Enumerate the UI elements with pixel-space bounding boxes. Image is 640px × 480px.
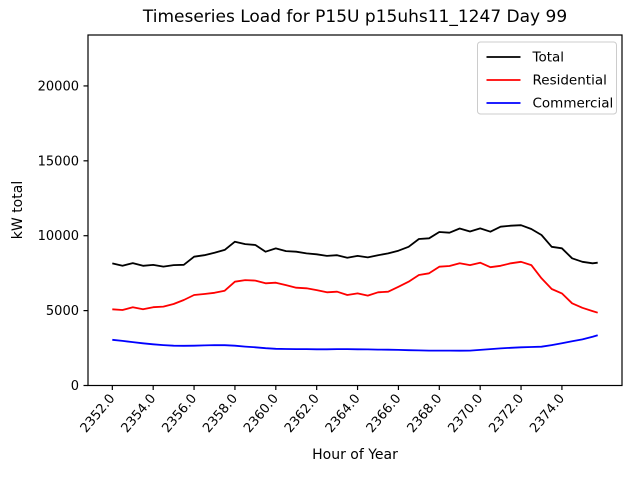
x-tick-label: 2354.0: [119, 391, 160, 435]
legend: Total Residential Commercial: [477, 41, 617, 115]
total-line: [112, 224, 598, 268]
y-axis-ticks: 0 5000 10000 15000 20000: [38, 79, 88, 394]
x-tick-label: 2362.0: [282, 391, 323, 435]
x-tick-label: 2368.0: [405, 391, 446, 435]
x-tick-label: 2364.0: [323, 391, 364, 435]
x-tick-label: 2370.0: [445, 391, 486, 435]
axes-spines: [87, 34, 623, 387]
x-tick-label: 2358.0: [200, 391, 241, 435]
legend-label-commercial: Commercial: [533, 96, 614, 112]
series-lines: [112, 224, 598, 352]
legend-label-total: Total: [532, 50, 565, 66]
y-tick-label: 10000: [38, 229, 79, 244]
x-tick-label: 2374.0: [527, 391, 568, 435]
x-tick-label: 2352.0: [78, 391, 119, 435]
legend-box: [477, 41, 617, 115]
y-tick-label: 15000: [38, 154, 79, 169]
y-tick-label: 5000: [46, 304, 79, 319]
commercial-line: [112, 334, 598, 352]
y-tick-label: 20000: [38, 79, 79, 94]
plot-frame: [87, 34, 623, 387]
x-tick-label: 2360.0: [241, 391, 282, 435]
y-axis-label: kW total: [10, 181, 26, 239]
x-tick-label: 2366.0: [364, 391, 405, 435]
y-tick-label: 0: [71, 379, 79, 394]
legend-label-residential: Residential: [533, 73, 607, 89]
x-axis-ticks: 2352.0 2354.0 2356.0 2358.0 2360.0 2362.0 2364…: [78, 385, 568, 436]
x-tick-label: 2372.0: [486, 391, 527, 435]
x-axis-label: Hour of Year: [312, 447, 398, 463]
x-tick-label: 2356.0: [159, 391, 200, 435]
chart-title: Timeseries Load for P15U p15uhs11_1247 D…: [142, 7, 567, 27]
residential-line: [112, 260, 598, 314]
